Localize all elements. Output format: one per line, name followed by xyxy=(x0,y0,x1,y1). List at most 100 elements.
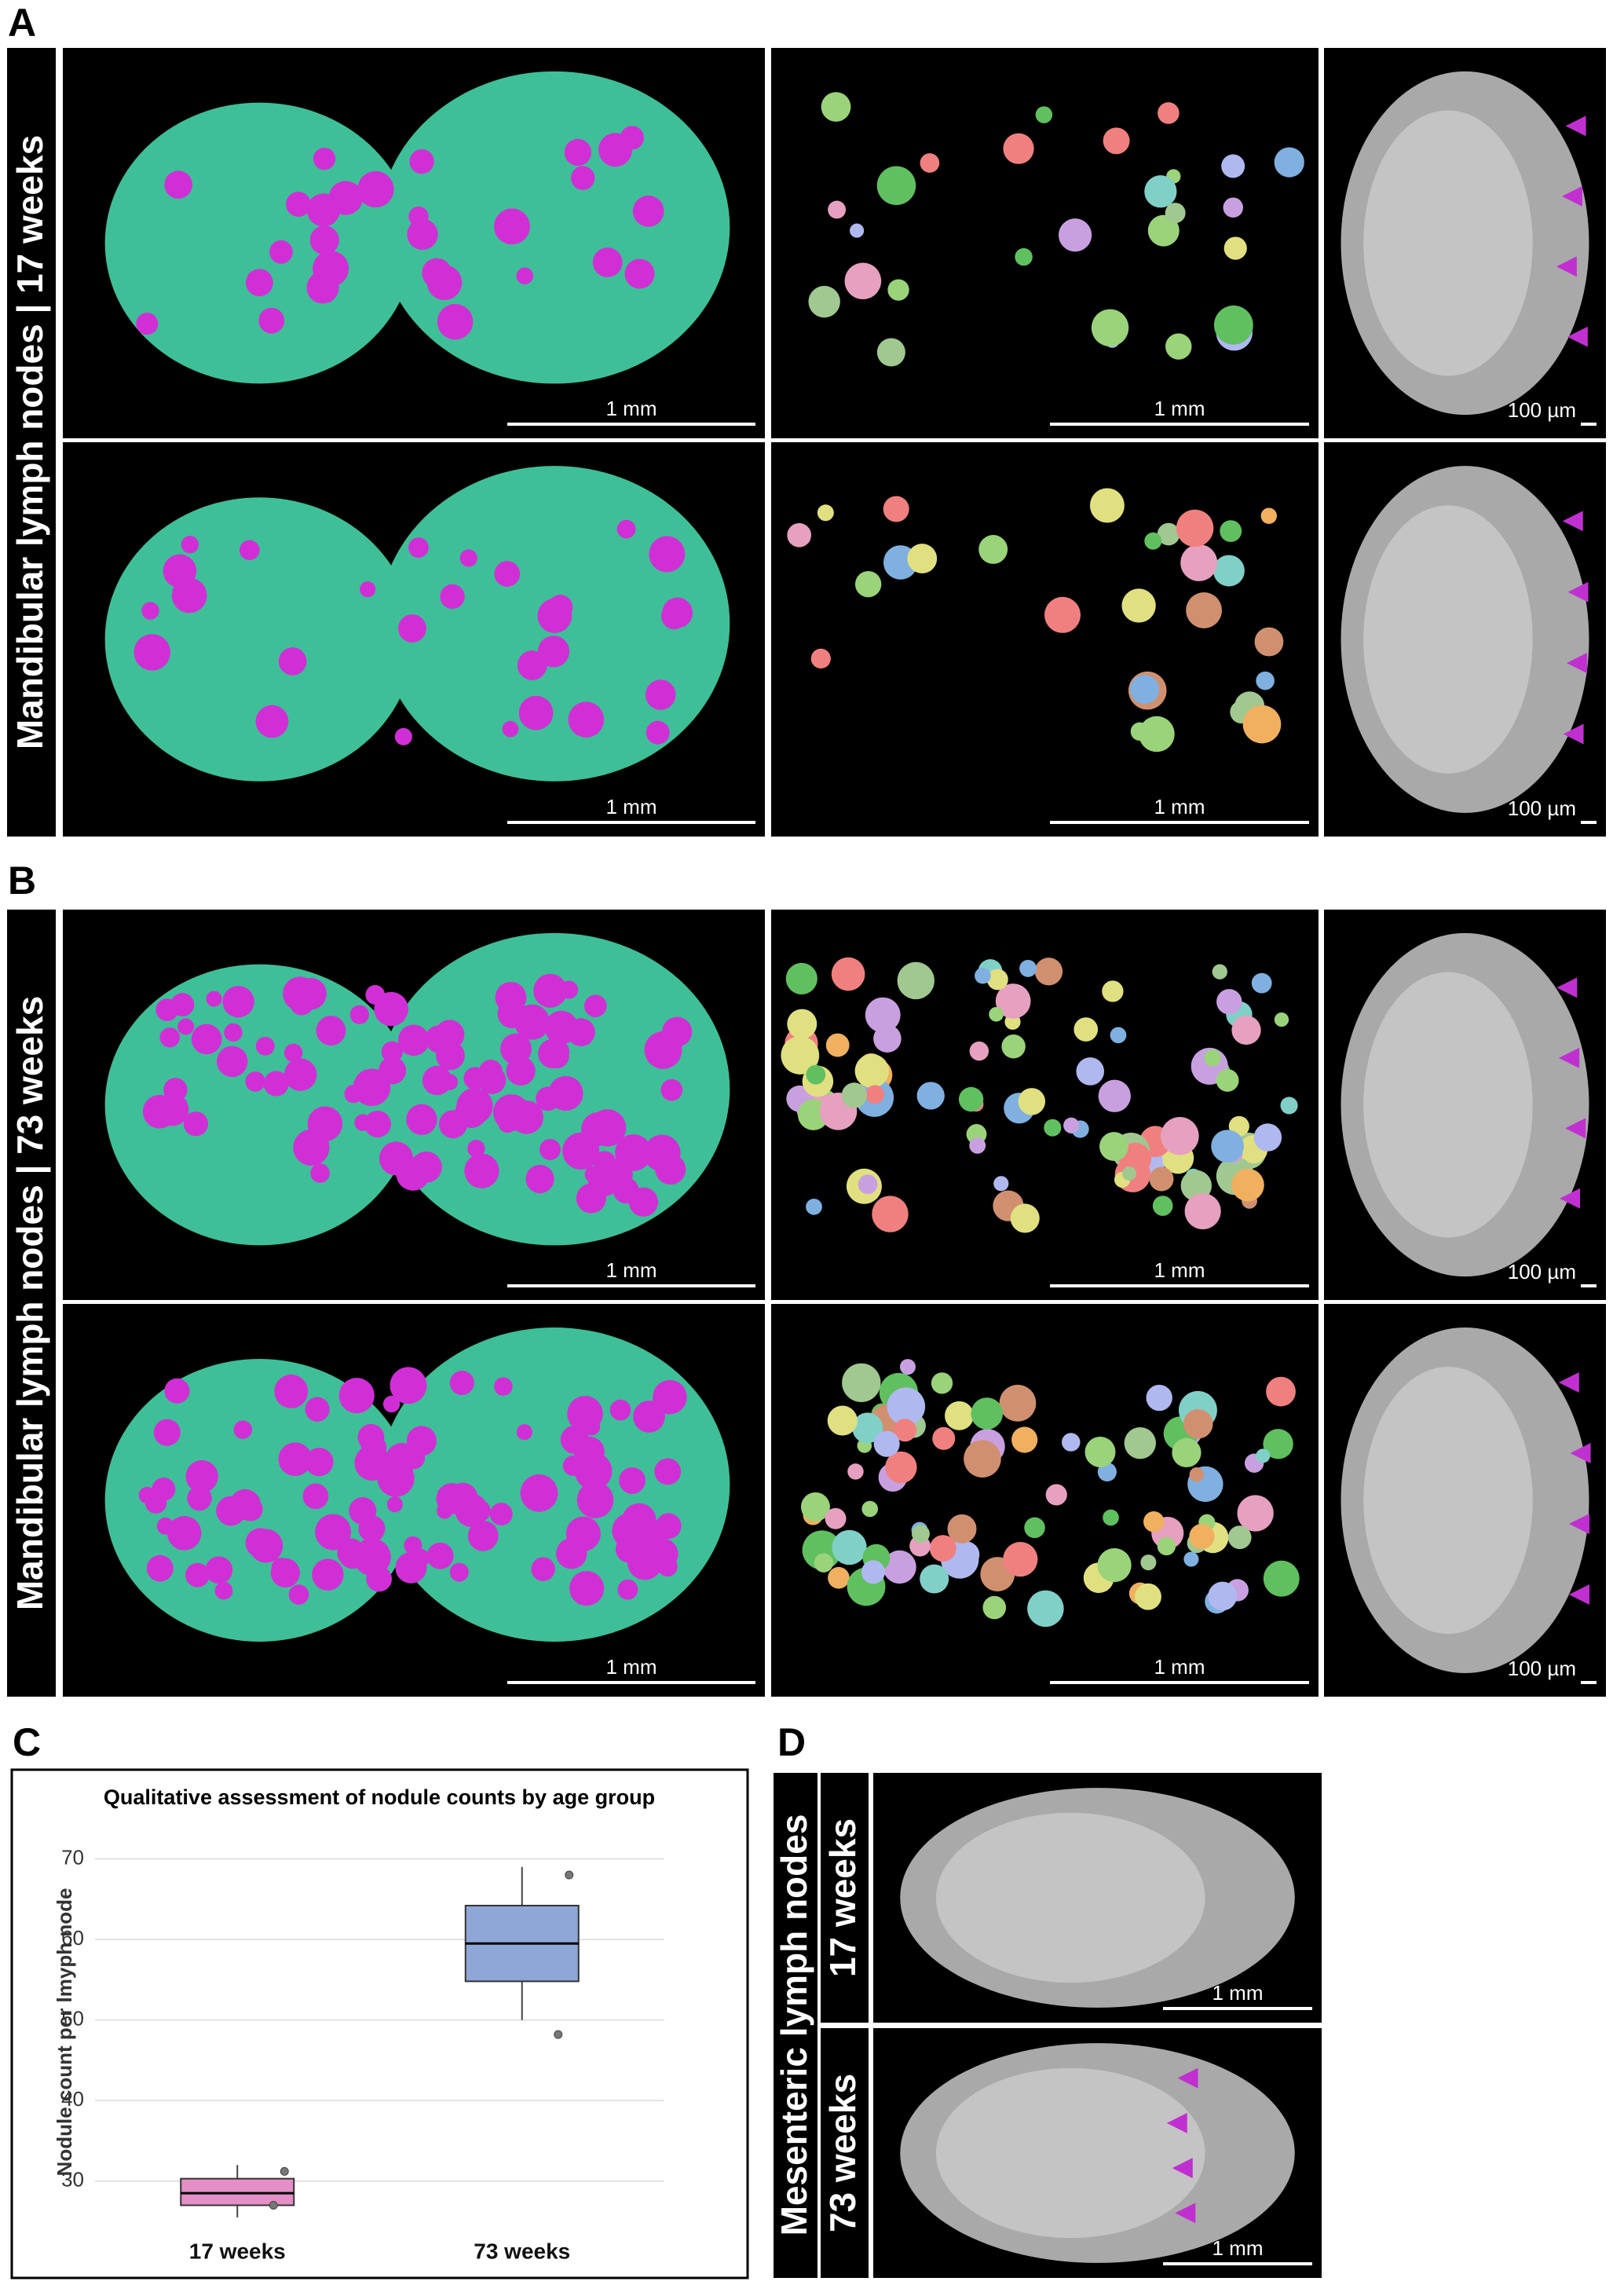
nodule xyxy=(426,1542,454,1569)
nodule xyxy=(245,269,273,297)
nodule xyxy=(360,581,376,598)
nodule xyxy=(205,1556,233,1584)
nodule xyxy=(969,1041,989,1061)
box-plot: 30 40 50 60 70 17 weeks 73 weeks xyxy=(61,1845,664,2263)
nodule xyxy=(1216,989,1242,1015)
nodule xyxy=(907,544,938,573)
nodule xyxy=(850,223,865,238)
nodule xyxy=(932,1426,956,1450)
nodule xyxy=(649,536,686,573)
nodule xyxy=(560,1425,590,1454)
nodule xyxy=(1271,1569,1290,1588)
nodule xyxy=(617,1579,638,1600)
nodule xyxy=(233,1420,253,1439)
nodule xyxy=(825,1033,850,1057)
nodule xyxy=(986,969,1008,991)
nodule xyxy=(293,1129,330,1166)
nodule xyxy=(876,166,916,206)
nodule xyxy=(1161,1117,1199,1155)
nodule xyxy=(1076,1057,1105,1086)
nodule xyxy=(628,1187,659,1217)
nodule xyxy=(406,1426,437,1456)
nodule xyxy=(655,1513,682,1540)
nodule xyxy=(828,1566,850,1589)
nodule xyxy=(274,1374,309,1408)
label-bar xyxy=(7,910,56,1697)
scale-bar-label: 100 µm xyxy=(1508,1260,1576,1283)
nodule xyxy=(239,540,260,561)
nodule xyxy=(1144,532,1162,550)
nodule xyxy=(514,1004,550,1040)
nodule xyxy=(286,192,311,217)
nodule xyxy=(386,1496,403,1513)
nodule xyxy=(305,1448,334,1477)
nodule xyxy=(810,648,831,669)
arrowhead xyxy=(1556,977,1578,998)
nodule xyxy=(645,679,676,710)
nodule xyxy=(422,1065,452,1096)
nodule xyxy=(1027,1590,1064,1628)
nodule xyxy=(495,981,527,1013)
nodule xyxy=(1216,1068,1239,1092)
nodule xyxy=(155,998,179,1021)
nodule xyxy=(1074,1017,1099,1042)
nodule xyxy=(494,1377,513,1396)
nodule xyxy=(463,1067,487,1090)
nodule xyxy=(1061,1433,1081,1452)
nodule xyxy=(1098,1079,1131,1112)
nodule xyxy=(1011,1426,1038,1453)
nodule xyxy=(410,1151,442,1183)
nodule xyxy=(306,193,341,227)
nodule xyxy=(1211,1130,1244,1163)
nodule xyxy=(615,1134,652,1171)
nodule xyxy=(893,1419,916,1442)
section xyxy=(1363,1367,1533,1634)
nodule xyxy=(255,1036,275,1056)
nodule xyxy=(1146,1384,1172,1412)
nodule xyxy=(283,976,317,1011)
nodule xyxy=(562,1456,583,1476)
nodule xyxy=(832,1529,867,1565)
scale-bar-label: 1 mm xyxy=(1154,1258,1205,1282)
nodule xyxy=(1003,133,1034,164)
nodule xyxy=(831,957,865,991)
nodule xyxy=(569,1570,605,1606)
nodule xyxy=(1144,175,1177,208)
y-tick-label: 50 xyxy=(61,2006,84,2030)
nodule xyxy=(494,561,521,587)
nodule xyxy=(316,1016,346,1046)
nodule xyxy=(1063,1117,1080,1133)
nodule xyxy=(1044,1119,1062,1137)
nodule xyxy=(245,1071,265,1092)
nodule xyxy=(916,1082,945,1110)
nodule xyxy=(1091,309,1129,347)
nodule xyxy=(1122,1166,1137,1181)
nodule xyxy=(255,705,289,738)
nodule xyxy=(1129,675,1160,705)
nodule xyxy=(806,1064,826,1085)
nodule xyxy=(858,1174,878,1195)
label-bar xyxy=(774,1773,817,2278)
row-label: Mesenteric lymph nodes xyxy=(774,1814,814,2236)
nodule xyxy=(1231,1015,1261,1045)
nodule xyxy=(455,1095,488,1128)
nodule xyxy=(313,147,336,170)
nodule xyxy=(1221,154,1245,178)
nodule xyxy=(564,138,592,167)
arrowhead xyxy=(1570,1443,1591,1463)
nodule xyxy=(559,980,579,999)
nodule xyxy=(619,1467,646,1494)
chart-frame xyxy=(10,1768,749,2280)
section xyxy=(935,2067,1205,2239)
nodule xyxy=(494,208,530,245)
nodule xyxy=(159,1027,180,1048)
nodule xyxy=(841,1082,867,1108)
nodule xyxy=(1152,1196,1173,1216)
nodule xyxy=(1139,716,1175,753)
nodule xyxy=(865,997,901,1033)
nodule xyxy=(315,1514,352,1551)
nodule xyxy=(660,602,688,630)
box xyxy=(180,2177,295,2206)
row-label: Mandibular lymph nodes | 73 weeks xyxy=(9,996,50,1610)
nodule xyxy=(216,1045,248,1078)
